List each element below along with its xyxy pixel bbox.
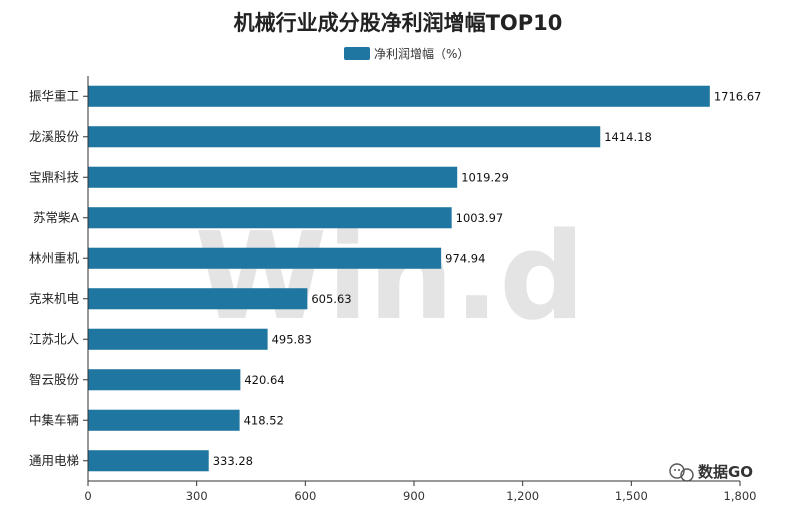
x-tick-label-3: 900 — [403, 489, 425, 503]
category-label-3: 苏常柴A — [33, 210, 80, 225]
bar-7[interactable] — [88, 369, 241, 391]
x-tick-label-4: 1,200 — [506, 489, 539, 503]
bar-1[interactable] — [88, 126, 601, 148]
value-label-5: 605.63 — [311, 292, 351, 306]
category-label-8: 中集车辆 — [29, 412, 79, 427]
legend-swatch — [344, 47, 370, 60]
value-label-4: 974.94 — [445, 251, 485, 265]
watermark: Win.d — [195, 208, 585, 347]
bar-4[interactable] — [88, 247, 442, 269]
category-label-5: 克来机电 — [29, 291, 80, 306]
category-label-6: 江苏北人 — [29, 331, 80, 346]
category-label-7: 智云股份 — [29, 372, 80, 387]
value-label-2: 1019.29 — [461, 170, 509, 184]
bar-3[interactable] — [88, 207, 452, 229]
bar-5[interactable] — [88, 288, 308, 310]
bar-9[interactable] — [88, 450, 209, 472]
value-label-8: 418.52 — [244, 413, 284, 427]
brand-text: 数据GO — [698, 463, 753, 481]
legend-label: 净利润增幅（%） — [374, 46, 469, 61]
bar-0[interactable] — [88, 85, 710, 107]
x-tick-label-5: 1,500 — [615, 489, 648, 503]
value-label-3: 1003.97 — [456, 211, 504, 225]
legend[interactable]: 净利润增幅（%） — [344, 46, 469, 61]
wechat-icon — [669, 463, 694, 482]
value-label-0: 1716.67 — [714, 89, 762, 103]
category-label-2: 宝鼎科技 — [29, 169, 80, 184]
plot-area: 1716.67 振华重工 1414.18 龙溪股份 1019.29 宝鼎科技 1003.97… — [29, 76, 761, 503]
value-label-9: 333.28 — [213, 454, 253, 468]
x-tick-label-2: 600 — [294, 489, 316, 503]
value-label-7: 420.64 — [244, 373, 284, 387]
category-label-4: 林州重机 — [29, 250, 80, 265]
x-tick-label-1: 300 — [186, 489, 208, 503]
x-tick-label-0: 0 — [84, 489, 91, 503]
value-label-6: 495.83 — [272, 332, 312, 346]
x-tick-label-6: 1,800 — [724, 489, 757, 503]
category-label-0: 振华重工 — [29, 88, 79, 103]
chart-title: 机械行业成分股净利润增幅TOP10 — [234, 11, 563, 35]
category-label-9: 通用电梯 — [29, 453, 79, 468]
value-label-1: 1414.18 — [604, 130, 652, 144]
category-label-1: 龙溪股份 — [29, 129, 80, 144]
bar-8[interactable] — [88, 409, 240, 431]
bar-6[interactable] — [88, 328, 268, 350]
bar-2[interactable] — [88, 166, 458, 188]
brand-logo: 数据GO — [669, 463, 753, 482]
